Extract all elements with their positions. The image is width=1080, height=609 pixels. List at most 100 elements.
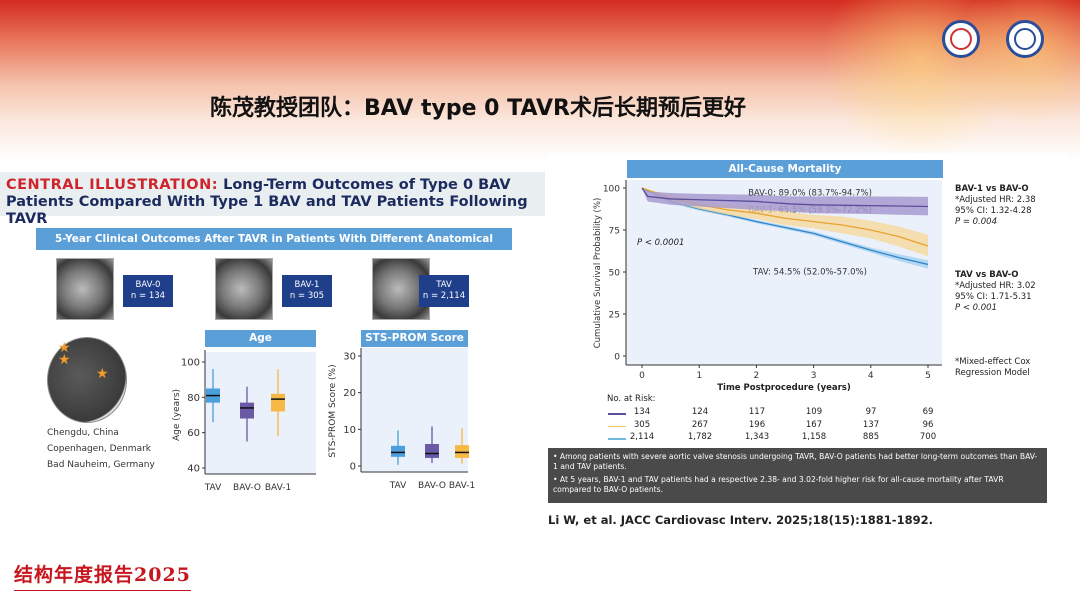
risk-cell: 167	[805, 419, 823, 430]
y-tick-label: 30	[343, 352, 356, 363]
risk-cell: 117	[748, 407, 766, 417]
central-illustration-heading: CENTRAL ILLUSTRATION: Long-Term Outcomes…	[0, 172, 545, 227]
y-tick-label: 75	[609, 227, 620, 237]
p-value-label: P < 0.0001	[637, 238, 684, 248]
series-label-bav0: BAV-0: 89.0% (83.7%-94.7%)	[748, 189, 872, 199]
group-label: BAV-1	[294, 280, 320, 290]
group-n: n = 2,114	[422, 291, 466, 301]
risk-cell: 69	[922, 407, 934, 417]
model-note: *Mixed-effect Cox Regression Model	[955, 357, 1030, 379]
risk-cell: 109	[805, 407, 823, 417]
y-axis-label: Age (years)	[172, 389, 182, 441]
citation: Li W, et al. JACC Cardiovasc Interv. 202…	[548, 513, 933, 527]
x-tick-label: 4	[868, 371, 874, 381]
y-tick-label: 100	[181, 358, 200, 369]
x-tick-label: BAV-1	[449, 481, 475, 491]
series-legend-line	[608, 425, 626, 427]
risk-cell: 96	[922, 419, 934, 430]
risk-cell: 124	[691, 407, 709, 417]
y-tick-label: 100	[603, 185, 620, 195]
y-tick-label: 40	[187, 464, 200, 475]
risk-cell: 267	[691, 419, 709, 430]
risk-header: No. at Risk:	[607, 394, 656, 404]
risk-cell: 305	[633, 419, 651, 430]
x-tick-label: BAV-1	[265, 483, 291, 493]
hospital-logo-2	[1006, 20, 1044, 58]
ci-band-tav	[642, 188, 928, 269]
age-box-plot: 40 60 80 100 Age (years) TAV BAV-O BAV-1	[172, 350, 316, 493]
ct-image-bav1	[215, 258, 273, 320]
city-label: Chengdu, China	[47, 428, 119, 438]
age-chart-title: Age	[205, 330, 316, 347]
key-findings-box: • Among patients with severe aortic valv…	[548, 448, 1047, 503]
comparison-title: BAV-1 vs BAV-O	[955, 184, 1029, 194]
x-tick-label: BAV-O	[233, 483, 261, 493]
note-line: *Mixed-effect Cox	[955, 357, 1031, 367]
city-label: Copenhagen, Denmark	[47, 444, 152, 454]
x-tick-label: BAV-O	[418, 481, 446, 491]
hr: *Adjusted HR: 2.38	[955, 195, 1036, 205]
series-legend-line	[608, 413, 626, 415]
p-value: P = 0.004	[955, 217, 997, 227]
comparison-title: TAV vs BAV-O	[955, 270, 1019, 280]
y-axis-label: Cumulative Survival Probability (%)	[593, 198, 603, 349]
ci: 95% CI: 1.71-5.31	[955, 292, 1032, 302]
y-tick-label: 10	[343, 425, 356, 436]
y-tick-label: 0	[350, 462, 356, 473]
risk-cell: 1,158	[801, 432, 827, 442]
hospital-logo-1	[942, 20, 980, 58]
y-tick-label: 20	[343, 388, 356, 399]
hr: *Adjusted HR: 3.02	[955, 281, 1036, 291]
group-box-bav0: BAV-0 n = 134	[123, 275, 173, 307]
y-tick-label: 0	[614, 353, 620, 363]
group-n: n = 305	[289, 291, 325, 301]
group-label: BAV-0	[135, 280, 161, 290]
risk-cell: 885	[862, 432, 880, 442]
y-tick-label: 25	[609, 311, 620, 321]
y-tick-label: 50	[609, 269, 621, 279]
risk-cell: 1,343	[744, 432, 770, 442]
x-tick-label: 0	[639, 371, 645, 381]
box	[455, 445, 469, 458]
y-axis-label: STS-PROM Score (%)	[328, 364, 338, 457]
group-box-bav1: BAV-1 n = 305	[282, 275, 332, 307]
city-label: Bad Nauheim, Germany	[47, 460, 155, 470]
heading-label: CENTRAL ILLUSTRATION:	[6, 177, 219, 193]
x-tick-label: 5	[925, 371, 931, 381]
risk-cell: 137	[862, 419, 880, 430]
heading-text: Long-Term Outcomes of Type 0 BAV Patient…	[6, 177, 528, 227]
group-box-tav: TAV n = 2,114	[419, 275, 469, 307]
risk-cell: 97	[865, 407, 877, 417]
box	[391, 445, 405, 457]
star-icon: ★ ★	[58, 340, 71, 368]
ct-image-bav0	[56, 258, 114, 320]
series-legend-line	[608, 438, 626, 440]
ci-band-bav-0	[642, 188, 928, 216]
report-footer: 结构年度报告2025	[14, 560, 191, 591]
x-tick-label: TAV	[204, 483, 222, 493]
plot-area	[361, 348, 468, 472]
sts-chart-title: STS-PROM Score	[361, 330, 468, 347]
p-value: P < 0.001	[955, 303, 997, 313]
km-survival-chart: 0 25 50 75 100 0 1 2 3 4 5 Time Postprocedure (year…	[593, 180, 942, 393]
risk-cell: 700	[919, 432, 937, 442]
box	[240, 402, 254, 419]
ci: 95% CI: 1.32-4.28	[955, 206, 1032, 216]
y-tick-label: 80	[187, 393, 200, 404]
group-label: TAV	[436, 280, 452, 290]
sts-box-plot: 0 10 20 30 STS-PROM Score (%) TAV BAV-O BAV-1	[328, 348, 475, 491]
box	[271, 393, 285, 412]
finding: • Among patients with severe aortic valv…	[553, 452, 1038, 471]
y-tick-label: 60	[187, 428, 200, 439]
x-tick-label: 1	[696, 371, 702, 381]
survival-curve-bav-0	[641, 187, 929, 208]
group-n: n = 134	[130, 291, 166, 301]
x-tick-label: 2	[754, 371, 760, 381]
comparison-bav1: BAV-1 vs BAV-O *Adjusted HR: 2.38 95% CI: …	[955, 184, 1036, 228]
finding: • At 5 years, BAV-1 and TAV patients had…	[553, 475, 1004, 494]
star-icon: ★	[96, 366, 109, 382]
series-label-tav: TAV: 54.5% (52.0%-57.0%)	[752, 268, 867, 278]
risk-cell: 134	[633, 407, 651, 417]
x-axis-label: Time Postprocedure (years)	[717, 383, 851, 393]
risk-cell: 2,114	[629, 432, 655, 442]
